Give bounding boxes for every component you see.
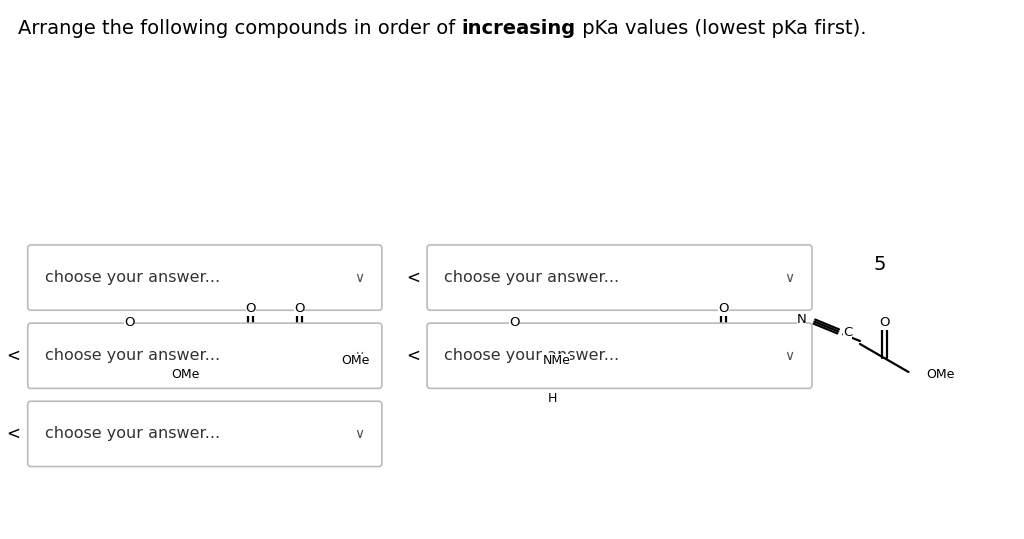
Text: N: N bbox=[797, 313, 806, 326]
Text: O: O bbox=[509, 316, 519, 329]
Text: increasing: increasing bbox=[462, 19, 575, 38]
Text: <: < bbox=[407, 347, 420, 365]
FancyBboxPatch shape bbox=[28, 401, 382, 467]
Text: H: H bbox=[548, 392, 557, 405]
Text: OMe: OMe bbox=[927, 368, 954, 381]
Text: O: O bbox=[294, 302, 304, 315]
Text: pKa values (lowest pKa first).: pKa values (lowest pKa first). bbox=[575, 19, 866, 38]
Text: choose your answer...: choose your answer... bbox=[45, 426, 220, 441]
Text: ∨: ∨ bbox=[354, 349, 364, 363]
FancyBboxPatch shape bbox=[427, 323, 812, 389]
FancyBboxPatch shape bbox=[28, 323, 382, 389]
Text: O: O bbox=[718, 302, 729, 315]
Text: C: C bbox=[843, 326, 852, 339]
Text: <: < bbox=[7, 347, 20, 365]
Text: <: < bbox=[7, 425, 20, 443]
Text: ∨: ∨ bbox=[354, 427, 364, 441]
Text: 3: 3 bbox=[483, 255, 497, 274]
Text: 2: 2 bbox=[269, 255, 282, 274]
Text: OMe: OMe bbox=[341, 354, 370, 367]
Text: choose your answer...: choose your answer... bbox=[444, 348, 620, 363]
Text: ∨: ∨ bbox=[784, 349, 794, 363]
Text: ∨: ∨ bbox=[784, 271, 794, 285]
Text: choose your answer...: choose your answer... bbox=[45, 270, 220, 285]
Text: O: O bbox=[879, 316, 890, 329]
Text: O: O bbox=[246, 302, 256, 315]
Text: O: O bbox=[124, 316, 134, 329]
Text: Arrange the following compounds in order of: Arrange the following compounds in order… bbox=[18, 19, 462, 38]
Text: choose your answer...: choose your answer... bbox=[45, 348, 220, 363]
Text: 1: 1 bbox=[98, 255, 112, 274]
FancyBboxPatch shape bbox=[427, 245, 812, 310]
Text: 4: 4 bbox=[679, 255, 691, 274]
Text: 5: 5 bbox=[873, 255, 886, 274]
Text: <: < bbox=[407, 268, 420, 287]
Text: OMe: OMe bbox=[171, 368, 200, 381]
Text: ∨: ∨ bbox=[354, 271, 364, 285]
Text: choose your answer...: choose your answer... bbox=[444, 270, 620, 285]
FancyBboxPatch shape bbox=[28, 245, 382, 310]
Text: NMe: NMe bbox=[543, 354, 570, 367]
